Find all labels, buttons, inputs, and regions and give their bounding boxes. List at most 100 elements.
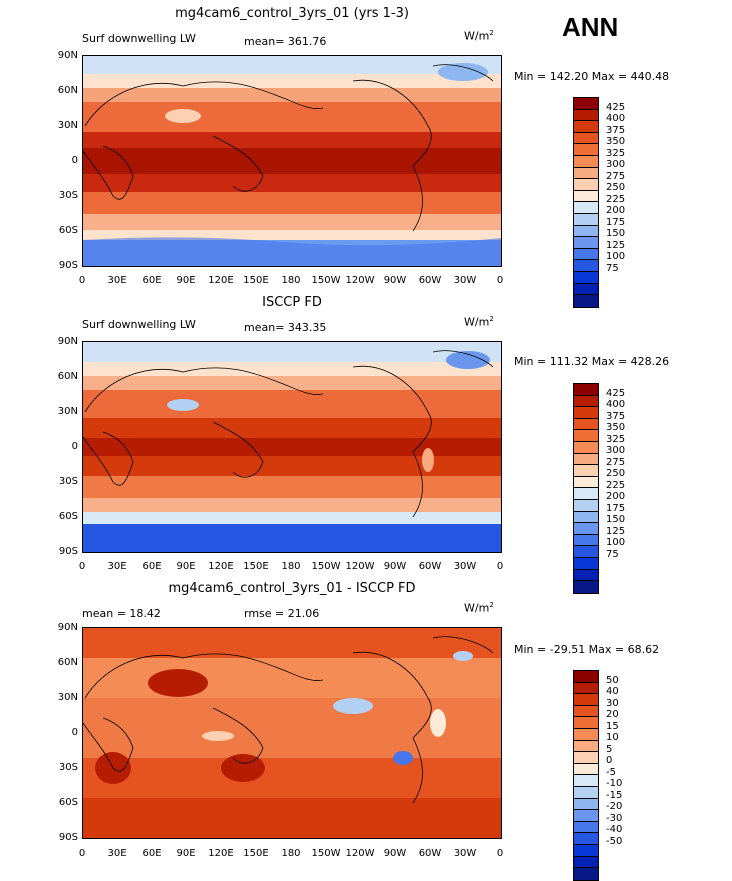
colorbar-label: 100	[606, 537, 626, 548]
lon-tick: 0	[496, 848, 504, 859]
lat-tick: 90N	[57, 622, 78, 633]
lat-tick: 90S	[58, 832, 78, 843]
lon-tick: 90W	[383, 848, 407, 859]
colorbar-label: 100	[606, 251, 626, 262]
panel-1-title: mg4cam6_control_3yrs_01 (yrs 1-3)	[175, 6, 409, 21]
colorbar-swatch	[574, 98, 598, 110]
lon-tick: 90E	[176, 848, 196, 859]
colorbar-swatch	[574, 499, 598, 512]
lon-tick: 120E	[208, 275, 234, 286]
colorbar-swatch	[574, 786, 598, 799]
panel-3-units: W/m2	[464, 601, 494, 615]
panel-1-minmax: Min = 142.20 Max = 440.48	[514, 70, 670, 83]
colorbar-label: 75	[606, 263, 619, 274]
colorbar-swatch	[574, 190, 598, 203]
colorbar-swatch	[574, 717, 598, 729]
lon-tick: 60E	[142, 561, 162, 572]
colorbar-label: -15	[606, 790, 623, 801]
colorbar-label: 350	[606, 422, 626, 433]
lon-tick: 120E	[208, 848, 234, 859]
lon-tick: 180	[281, 275, 301, 286]
colorbar-swatch	[574, 511, 598, 524]
colorbar-swatch	[574, 546, 598, 558]
lat-tick: 90S	[58, 260, 78, 271]
colorbar-swatch	[574, 763, 598, 776]
panel-3-title: mg4cam6_control_3yrs_01 - ISCCP FD	[168, 581, 416, 596]
colorbar-swatch	[574, 534, 598, 547]
colorbar-swatch	[574, 810, 598, 822]
lat-tick: 0	[71, 155, 78, 166]
colorbar-label: 325	[606, 148, 626, 159]
lat-tick: 60N	[57, 371, 78, 382]
lat-tick: 30S	[58, 190, 78, 201]
colorbar-label: 325	[606, 434, 626, 445]
lon-tick: 0	[496, 275, 504, 286]
colorbar-label: 425	[606, 102, 626, 113]
panel-1-map-svg	[83, 56, 501, 266]
panel-3-map	[82, 627, 502, 839]
colorbar-swatch	[574, 283, 598, 296]
colorbar-swatch	[574, 418, 598, 431]
lon-tick: 30E	[107, 848, 127, 859]
panel-3-map-svg	[83, 628, 501, 838]
colorbar-label: 250	[606, 182, 626, 193]
colorbar-swatch	[574, 671, 598, 683]
colorbar-label: 275	[606, 171, 626, 182]
lat-tick: 60S	[58, 225, 78, 236]
colorbar-swatch	[574, 833, 598, 845]
colorbar-label: 75	[606, 549, 619, 560]
colorbar-label: -50	[606, 836, 623, 847]
panel-2-colorbar	[573, 383, 599, 594]
colorbar-swatch	[574, 775, 598, 787]
colorbar-label: 400	[606, 399, 626, 410]
lat-tick: 60S	[58, 797, 78, 808]
lat-tick: 0	[71, 727, 78, 738]
colorbar-swatch	[574, 728, 598, 741]
season-label: ANN	[562, 12, 619, 42]
colorbar-label: 20	[606, 709, 619, 720]
panel-3-minmax: Min = -29.51 Max = 68.62	[514, 643, 660, 656]
colorbar-label: 300	[606, 445, 626, 456]
colorbar-label: -10	[606, 778, 623, 789]
lon-tick: 150E	[243, 275, 269, 286]
lon-tick: 60W	[418, 561, 442, 572]
lon-tick: 30W	[453, 848, 477, 859]
colorbar-label: 300	[606, 159, 626, 170]
colorbar-label: 275	[606, 457, 626, 468]
colorbar-swatch	[574, 465, 598, 477]
lon-tick: 150W	[311, 848, 341, 859]
lon-tick: 30W	[453, 275, 477, 286]
panel-2-mean-label: mean= 343.35	[244, 321, 327, 334]
lon-tick: 120E	[208, 561, 234, 572]
colorbar-label: -40	[606, 824, 623, 835]
panel-1-units: W/m2	[464, 29, 494, 43]
lat-tick: 90S	[58, 546, 78, 557]
colorbar-swatch	[574, 225, 598, 238]
colorbar-label: 225	[606, 480, 626, 491]
colorbar-swatch	[574, 682, 598, 695]
panel-3-coastlines	[83, 636, 494, 804]
colorbar-label: 150	[606, 514, 626, 525]
colorbar-label: 350	[606, 136, 626, 147]
panel-1-map	[82, 55, 502, 267]
lat-tick: 90N	[57, 50, 78, 61]
colorbar-swatch	[574, 213, 598, 226]
colorbar-label: 10	[606, 732, 619, 743]
colorbar-swatch	[574, 407, 598, 419]
colorbar-swatch	[574, 109, 598, 122]
colorbar-label: 200	[606, 491, 626, 502]
colorbar-swatch	[574, 295, 598, 307]
colorbar-label: 40	[606, 686, 619, 697]
colorbar-label: -20	[606, 801, 623, 812]
colorbar-swatch	[574, 557, 598, 570]
lon-tick: 60W	[418, 848, 442, 859]
panel-2-map	[82, 341, 502, 553]
panel-2-minmax: Min = 111.32 Max = 428.26	[514, 355, 670, 368]
colorbar-swatch	[574, 488, 598, 500]
colorbar-swatch	[574, 144, 598, 156]
colorbar-label: 30	[606, 698, 619, 709]
colorbar-swatch	[574, 868, 598, 880]
colorbar-label: 5	[606, 744, 613, 755]
colorbar-swatch	[574, 844, 598, 857]
colorbar-swatch	[574, 752, 598, 764]
